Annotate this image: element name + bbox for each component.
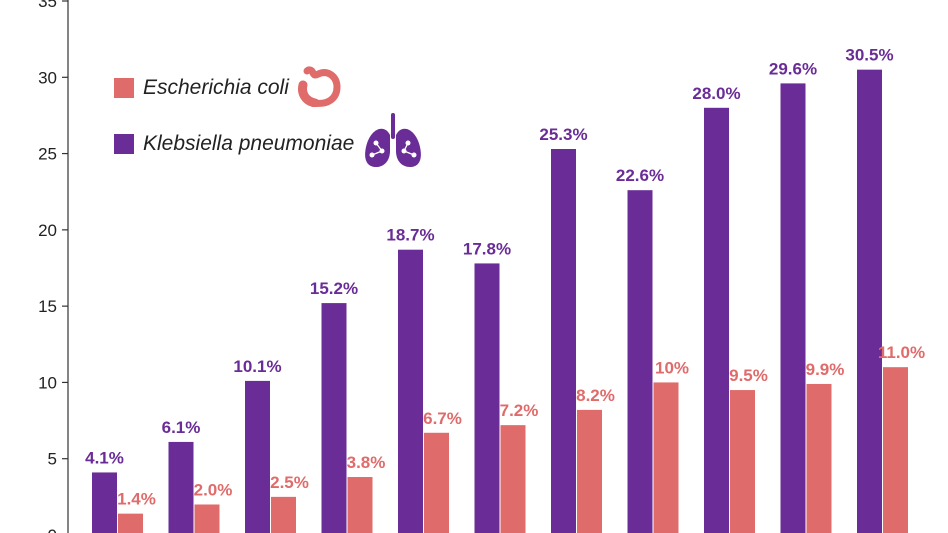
legend-item-klebsiella-pneumoniae: Klebsiella pneumoniae (114, 112, 424, 167)
data-label-escherichia-coli: 2.5% (270, 473, 309, 492)
data-label-escherichia-coli: 7.2% (500, 401, 539, 420)
bar-klebsiella-pneumoniae (704, 107, 729, 533)
legend-swatch-klebsiella-pneumoniae (114, 134, 134, 154)
y-tick-label: 5 (48, 450, 57, 469)
legend: Escherichia coli Klebsiella pneumoniae (114, 65, 424, 180)
data-label-klebsiella-pneumoniae: 4.1% (85, 448, 124, 467)
data-label-escherichia-coli: 11.0% (878, 343, 925, 362)
data-label-klebsiella-pneumoniae: 22.6% (616, 166, 664, 185)
bar-escherichia-coli (194, 504, 220, 533)
bars (92, 69, 908, 533)
lungs-icon (362, 112, 424, 176)
bar-klebsiella-pneumoniae (780, 83, 806, 533)
data-labels: 4.1% 1.4% 6.1% 2.0% 10.1% 2.5% 15.2% 3.8% 18.7% 6… (85, 46, 925, 509)
data-label-klebsiella-pneumoniae: 15.2% (310, 279, 358, 298)
data-label-escherichia-coli: 9.9% (806, 360, 845, 379)
y-tick-label: 30 (38, 68, 57, 87)
bar-klebsiella-pneumoniae (398, 249, 423, 533)
bar-klebsiella-pneumoniae (92, 472, 117, 533)
y-tick-label: 20 (38, 221, 57, 240)
bar-klebsiella-pneumoniae (474, 263, 500, 533)
legend-label-klebsiella-pneumoniae: Klebsiella pneumoniae (143, 132, 355, 155)
stomach-icon (297, 65, 341, 112)
bar-klebsiella-pneumoniae (245, 380, 270, 533)
bar-escherichia-coli (577, 409, 602, 533)
data-label-klebsiella-pneumoniae: 6.1% (162, 418, 201, 437)
y-axis: 0 5 10 15 20 25 30 35 (38, 0, 69, 533)
data-label-escherichia-coli: 1.4% (117, 490, 156, 509)
data-label-escherichia-coli: 8.2% (576, 386, 615, 405)
y-tick-label: 35 (38, 0, 57, 11)
data-label-escherichia-coli: 3.8% (347, 453, 386, 472)
bar-escherichia-coli (500, 425, 526, 533)
legend-label-escherichia-coli: Escherichia coli (143, 76, 289, 99)
data-label-klebsiella-pneumoniae: 28.0% (692, 84, 740, 103)
bar-klebsiella-pneumoniae (857, 69, 882, 533)
data-label-klebsiella-pneumoniae: 25.3% (539, 125, 587, 144)
data-label-klebsiella-pneumoniae: 30.5% (845, 46, 893, 65)
bar-klebsiella-pneumoniae (321, 303, 347, 533)
legend-item-escherichia-coli: Escherichia coli (114, 65, 424, 108)
bar-escherichia-coli (271, 496, 296, 533)
y-tick-label: 15 (38, 297, 57, 316)
data-label-klebsiella-pneumoniae: 29.6% (769, 59, 817, 78)
bar-escherichia-coli (118, 513, 143, 533)
bar-escherichia-coli (424, 432, 449, 533)
data-label-escherichia-coli: 2.0% (194, 480, 233, 499)
bar-escherichia-coli (806, 383, 832, 533)
data-label-klebsiella-pneumoniae: 18.7% (386, 226, 434, 245)
data-label-klebsiella-pneumoniae: 17.8% (463, 239, 511, 258)
bar-klebsiella-pneumoniae (168, 441, 194, 533)
y-tick-label: 0 (48, 526, 57, 533)
bar-escherichia-coli (347, 477, 373, 533)
bar-escherichia-coli (730, 390, 755, 533)
data-label-escherichia-coli: 9.5% (729, 366, 768, 385)
y-tick-label: 25 (38, 145, 57, 164)
bar-escherichia-coli (883, 367, 908, 533)
legend-swatch-escherichia-coli (114, 78, 134, 98)
data-label-escherichia-coli: 10% (655, 358, 689, 377)
y-tick-label: 10 (38, 373, 57, 392)
bar-escherichia-coli (653, 382, 679, 533)
bar-klebsiella-pneumoniae (627, 190, 653, 533)
bar-klebsiella-pneumoniae (551, 148, 576, 533)
data-label-klebsiella-pneumoniae: 10.1% (233, 357, 281, 376)
data-label-escherichia-coli: 6.7% (423, 409, 462, 428)
